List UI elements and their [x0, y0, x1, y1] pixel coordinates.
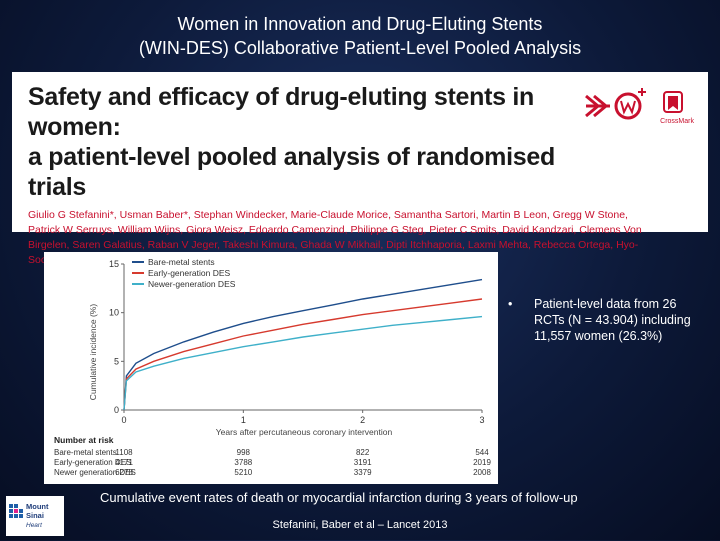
risk-value: 4171: [115, 458, 133, 467]
legend-label: Newer-generation DES: [148, 279, 236, 289]
mount-sinai-mark-icon: Mount Sinai Heart: [9, 502, 49, 529]
kaplan-meier-chart: 0 5 10 15 0 1 2 3 Bare-metal stents Early-genera…: [44, 252, 498, 484]
crossmark-label: CrossMark: [660, 118, 694, 125]
figure-caption: Cumulative event rates of death or myoca…: [100, 490, 578, 505]
series-line: [123, 315, 483, 411]
y-tick-label: 0: [114, 405, 119, 415]
chart-axes: 0 5 10 15 0 1 2 3: [109, 259, 485, 425]
risk-value: 3379: [354, 468, 372, 477]
chart-x-axis-label: Years after percutaneous coronary interv…: [216, 427, 393, 437]
risk-row-label: Bare-metal stents: [54, 448, 117, 457]
risk-row-label: Newer generation DES: [54, 468, 136, 477]
legend-label: Bare-metal stents: [148, 257, 215, 267]
risk-value: 544: [475, 448, 489, 457]
chart-lines: [123, 278, 483, 411]
risk-value: 822: [356, 448, 370, 457]
arrow-logo-icon: [585, 94, 610, 118]
risk-row-label: Early-generation DES: [54, 458, 131, 467]
x-tick-label: 1: [241, 415, 246, 425]
slide-title: Women in Innovation and Drug-Eluting Ste…: [0, 12, 720, 60]
risk-value: 5210: [234, 468, 252, 477]
journal-logos-icon: [585, 88, 683, 120]
mount-sinai-logo: Mount Sinai Heart: [6, 496, 64, 536]
y-tick-label: 15: [109, 259, 119, 269]
logo-line3: Heart: [26, 522, 43, 529]
paper-title: Safety and efficacy of drug-eluting sten…: [28, 82, 588, 202]
series-line: [123, 278, 483, 411]
journal-logos: CrossMark: [584, 82, 694, 132]
y-tick-label: 5: [114, 356, 119, 366]
risk-value: 998: [237, 448, 251, 457]
crossmark-icon: [663, 91, 683, 113]
risk-value: 1108: [115, 448, 133, 457]
slide-title-line2: (WIN-DES) Collaborative Patient-Level Po…: [138, 38, 582, 58]
risk-value: 2008: [473, 468, 491, 477]
paper-header-panel: Safety and efficacy of drug-eluting sten…: [12, 72, 708, 266]
paper-title-line2: a patient-level pooled analysis of rando…: [28, 143, 555, 201]
risk-value: 2019: [473, 458, 491, 467]
slide-title-line1: Women in Innovation and Drug-Eluting Ste…: [177, 14, 543, 34]
key-point-bullet: • Patient-level data from 26 RCTs (N = 4…: [508, 296, 708, 344]
w-circle-logo-icon: [614, 88, 646, 120]
chart-y-axis-label: Cumulative incidence (%): [88, 304, 98, 401]
risk-value: 3788: [234, 458, 252, 467]
paper-title-line1: Safety and efficacy of drug-eluting sten…: [28, 83, 535, 141]
risk-table-title: Number at risk: [54, 435, 114, 445]
x-tick-label: 0: [121, 415, 126, 425]
bullet-text: Patient-level data from 26 RCTs (N = 43.…: [534, 297, 691, 343]
x-tick-label: 2: [360, 415, 365, 425]
y-tick-label: 10: [109, 308, 119, 318]
series-line: [123, 298, 483, 411]
legend-label: Early-generation DES: [148, 268, 231, 278]
risk-value: 3191: [354, 458, 372, 467]
logo-line2: Sinai: [26, 511, 44, 520]
risk-value: 6278: [115, 468, 133, 477]
bullet-symbol: •: [508, 297, 513, 311]
citation: Stefanini, Baber et al – Lancet 2013: [272, 519, 448, 531]
logo-line1: Mount: [26, 502, 49, 511]
x-tick-label: 3: [479, 415, 484, 425]
